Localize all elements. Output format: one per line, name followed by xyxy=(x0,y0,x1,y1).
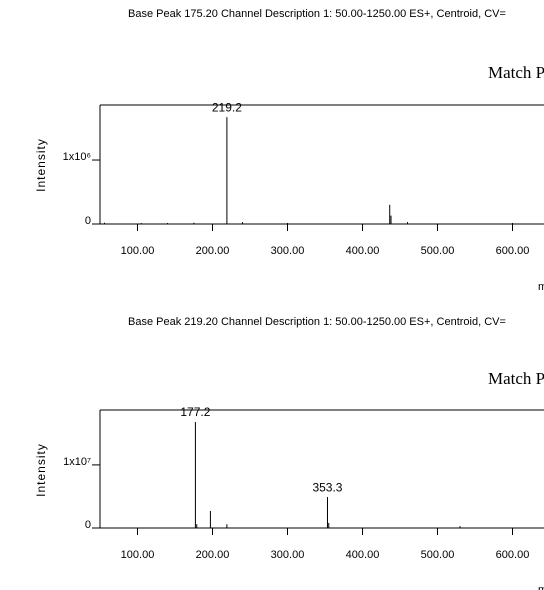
x-tick-label: 200.00 xyxy=(196,549,230,561)
x-tick-label: 500.00 xyxy=(421,549,455,561)
subtitle: Match P xyxy=(488,63,544,82)
y-tick-label: 1x10⁶ xyxy=(63,151,91,163)
x-tick-label: 200.00 xyxy=(196,245,230,257)
x-tick-label: 400.00 xyxy=(346,549,380,561)
subtitle: Match P xyxy=(488,369,544,388)
x-axis-label: m xyxy=(538,584,544,590)
y-tick-label: 0 xyxy=(85,215,91,227)
chart-title: Base Peak 219.20 Channel Description 1: … xyxy=(128,316,506,328)
x-tick-label: 300.00 xyxy=(271,549,305,561)
x-axis-label: m xyxy=(538,281,544,293)
peak-label: 219.2 xyxy=(212,100,242,114)
x-tick-label: 300.00 xyxy=(271,245,305,257)
x-tick-label: 600.00 xyxy=(496,245,530,257)
x-tick-label: 100.00 xyxy=(121,549,155,561)
x-tick-label: 100.00 xyxy=(121,245,155,257)
chart-title: Base Peak 175.20 Channel Description 1: … xyxy=(128,8,506,20)
x-tick-label: 400.00 xyxy=(346,245,380,257)
x-tick-label: 500.00 xyxy=(421,245,455,257)
y-tick-label: 1x10⁷ xyxy=(63,456,91,468)
y-tick-label: 0 xyxy=(85,519,91,531)
y-axis-label: Intensity xyxy=(34,443,48,497)
y-axis-label: Intensity xyxy=(34,138,48,192)
peak-label: 353.3 xyxy=(312,480,342,494)
peak-label: 177.2 xyxy=(180,405,210,419)
x-tick-label: 600.00 xyxy=(496,549,530,561)
